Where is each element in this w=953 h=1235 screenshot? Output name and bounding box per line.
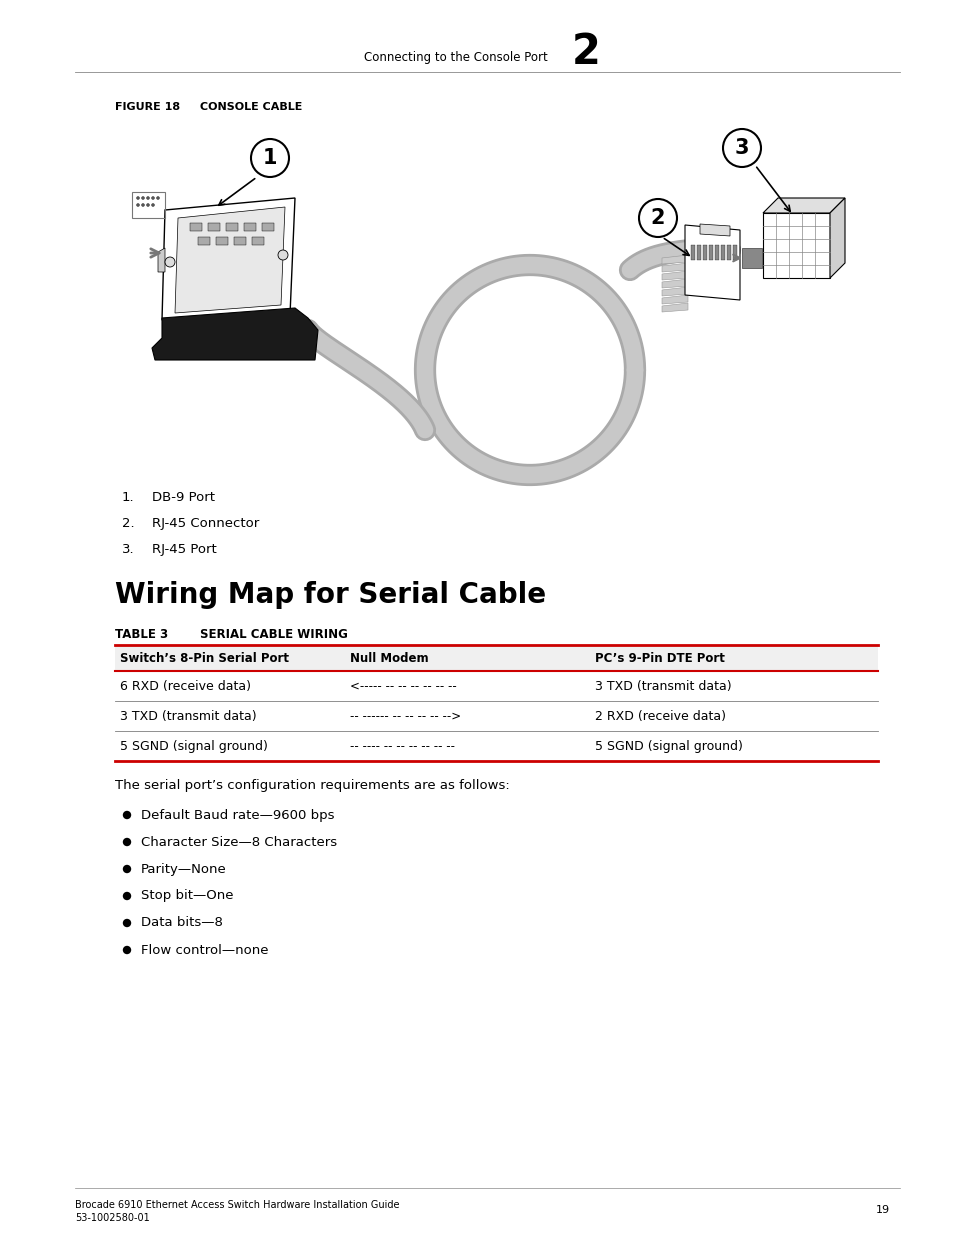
Text: FIGURE 18: FIGURE 18 [115,103,180,112]
Text: CONSOLE CABLE: CONSOLE CABLE [200,103,302,112]
Text: -- ------ -- -- -- -- -->: -- ------ -- -- -- -- --> [350,709,460,722]
Polygon shape [661,279,687,288]
Text: DB-9 Port: DB-9 Port [152,490,214,504]
Text: 3 TXD (transmit data): 3 TXD (transmit data) [120,709,256,722]
Circle shape [141,204,144,206]
Circle shape [152,204,154,206]
Text: Stop bit—One: Stop bit—One [141,889,233,903]
Circle shape [123,920,131,926]
Circle shape [165,257,174,267]
Bar [115,645,877,671]
Text: Data bits—8: Data bits—8 [141,916,223,930]
Polygon shape [661,303,687,312]
Text: 3.: 3. [122,542,134,556]
Text: 19: 19 [875,1205,889,1215]
Text: -- ---- -- -- -- -- -- --: -- ---- -- -- -- -- -- -- [350,740,455,752]
Polygon shape [198,237,210,245]
Text: Flow control—none: Flow control—none [141,944,268,956]
Text: 3: 3 [734,138,748,158]
Polygon shape [174,207,285,312]
Polygon shape [684,225,740,300]
Polygon shape [158,248,165,272]
Text: Connecting to the Console Port: Connecting to the Console Port [364,51,547,63]
Polygon shape [162,198,294,320]
Polygon shape [226,224,237,231]
Polygon shape [152,308,317,359]
Text: 5 SGND (signal ground): 5 SGND (signal ground) [595,740,742,752]
Polygon shape [252,237,264,245]
Text: 53-1002580-01: 53-1002580-01 [75,1213,150,1223]
Text: RJ-45 Connector: RJ-45 Connector [152,516,259,530]
Text: <----- -- -- -- -- -- --: <----- -- -- -- -- -- -- [350,679,456,693]
Polygon shape [244,224,255,231]
Text: Brocade 6910 Ethernet Access Switch Hardware Installation Guide: Brocade 6910 Ethernet Access Switch Hard… [75,1200,399,1210]
Text: Parity—None: Parity—None [141,862,227,876]
Circle shape [136,196,139,200]
Polygon shape [661,263,687,272]
Polygon shape [697,245,700,261]
Circle shape [123,946,131,953]
Circle shape [147,196,150,200]
Polygon shape [661,254,687,264]
Text: Character Size—8 Characters: Character Size—8 Characters [141,836,336,848]
Circle shape [136,204,139,206]
Text: 2: 2 [650,207,664,228]
Circle shape [722,128,760,167]
Polygon shape [661,287,687,296]
Polygon shape [732,245,737,261]
Text: 2 RXD (receive data): 2 RXD (receive data) [595,709,725,722]
Circle shape [251,140,289,177]
Circle shape [123,811,131,819]
Polygon shape [708,245,712,261]
Circle shape [141,196,144,200]
Polygon shape [762,212,829,278]
Polygon shape [829,198,844,278]
Polygon shape [208,224,220,231]
Circle shape [123,893,131,899]
Text: 2.: 2. [122,516,134,530]
Polygon shape [661,270,687,280]
Polygon shape [233,237,246,245]
Text: Switch’s 8-Pin Serial Port: Switch’s 8-Pin Serial Port [120,652,289,664]
Circle shape [147,204,150,206]
Circle shape [156,196,159,200]
Text: The serial port’s configuration requirements are as follows:: The serial port’s configuration requirem… [115,778,509,792]
Text: 2: 2 [572,31,600,73]
Polygon shape [726,245,730,261]
Polygon shape [714,245,719,261]
Text: Null Modem: Null Modem [350,652,428,664]
Circle shape [123,866,131,872]
Text: 1.: 1. [122,490,134,504]
Text: TABLE 3: TABLE 3 [115,627,168,641]
Text: 1: 1 [262,148,277,168]
Polygon shape [702,245,706,261]
Circle shape [639,199,677,237]
Text: PC’s 9-Pin DTE Port: PC’s 9-Pin DTE Port [595,652,724,664]
Polygon shape [700,224,729,236]
Polygon shape [661,295,687,304]
Polygon shape [762,198,844,212]
Circle shape [152,196,154,200]
Polygon shape [215,237,228,245]
Polygon shape [720,245,724,261]
Circle shape [277,249,288,261]
Text: Default Baud rate—9600 bps: Default Baud rate—9600 bps [141,809,335,821]
Polygon shape [190,224,202,231]
Polygon shape [690,245,695,261]
Text: SERIAL CABLE WIRING: SERIAL CABLE WIRING [200,627,348,641]
Polygon shape [741,248,761,268]
Text: 3 TXD (transmit data): 3 TXD (transmit data) [595,679,731,693]
Circle shape [123,839,131,846]
Text: Wiring Map for Serial Cable: Wiring Map for Serial Cable [115,580,545,609]
Polygon shape [262,224,274,231]
Text: 5 SGND (signal ground): 5 SGND (signal ground) [120,740,268,752]
Text: 6 RXD (receive data): 6 RXD (receive data) [120,679,251,693]
Text: RJ-45 Port: RJ-45 Port [152,542,216,556]
